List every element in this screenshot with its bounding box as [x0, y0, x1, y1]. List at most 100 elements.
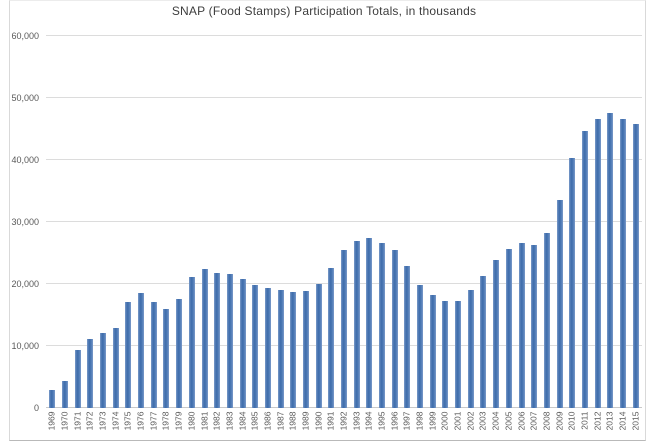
x-tick-label-1974: 1974 [110, 411, 121, 431]
x-tick-label-2001: 2001 [452, 411, 463, 431]
x-tick-label-2011: 2011 [579, 411, 590, 430]
gridline-60000 [46, 35, 642, 36]
x-tick-label-2006: 2006 [516, 411, 527, 431]
bar-1991 [328, 267, 335, 408]
x-tick-label-2010: 2010 [566, 411, 577, 431]
gridline-40000 [46, 159, 642, 160]
y-tick-label-30000: 30,000 [11, 217, 39, 227]
bar-1989 [302, 291, 309, 408]
bar-1973 [100, 332, 107, 408]
bar-1998 [417, 285, 424, 408]
chart-title: SNAP (Food Stamps) Participation Totals,… [171, 4, 477, 18]
bar-1996 [391, 249, 398, 408]
y-tick-label-0: 0 [33, 403, 39, 413]
bar-2011 [581, 130, 588, 408]
x-tick-label-2004: 2004 [490, 411, 501, 431]
x-tick-label-1990: 1990 [313, 411, 324, 431]
gridline-50000 [46, 97, 642, 98]
bar-1990 [315, 283, 322, 408]
bar-1969 [49, 390, 56, 408]
bar-1994 [366, 237, 373, 408]
bar-1986 [264, 287, 271, 408]
bar-2015 [632, 124, 639, 408]
bar-1982 [214, 273, 221, 408]
bar-2013 [607, 112, 614, 408]
bar-1995 [379, 242, 386, 408]
bar-2005 [505, 249, 512, 408]
bar-1975 [125, 302, 132, 408]
bar-1987 [277, 289, 284, 408]
plot-area [46, 35, 642, 408]
x-tick-label-1980: 1980 [186, 411, 197, 431]
bar-2010 [569, 158, 576, 408]
x-tick-label-1995: 1995 [376, 411, 387, 431]
x-tick-label-2015: 2015 [630, 411, 641, 431]
bar-1983 [226, 273, 233, 408]
x-tick-label-1972: 1972 [84, 411, 95, 431]
y-tick-label-40000: 40,000 [11, 155, 39, 165]
x-tick-label-1984: 1984 [237, 411, 248, 431]
x-tick-label-2013: 2013 [604, 411, 615, 431]
x-tick-label-1978: 1978 [160, 411, 171, 431]
bar-1999 [429, 295, 436, 408]
x-tick-label-1992: 1992 [338, 411, 349, 431]
bar-2000 [442, 301, 449, 408]
y-tick-label-20000: 20,000 [11, 279, 39, 289]
bar-1977 [150, 302, 157, 408]
x-tick-label-2003: 2003 [477, 411, 488, 431]
x-tick-label-1971: 1971 [72, 411, 83, 431]
x-tick-label-2005: 2005 [503, 411, 514, 431]
bar-2002 [467, 289, 474, 408]
x-tick-label-1985: 1985 [249, 411, 260, 431]
x-tick-label-1998: 1998 [414, 411, 425, 431]
x-tick-label-1993: 1993 [351, 411, 362, 431]
x-tick-label-1977: 1977 [148, 411, 159, 431]
bar-1972 [87, 339, 94, 408]
bar-2004 [493, 260, 500, 408]
x-tick-label-1999: 1999 [427, 411, 438, 431]
x-tick-label-2007: 2007 [528, 411, 539, 431]
x-tick-label-1997: 1997 [401, 411, 412, 431]
bar-1992 [341, 250, 347, 408]
bar-1980 [188, 277, 195, 408]
bar-2001 [455, 300, 462, 408]
bar-1974 [112, 328, 119, 408]
bar-1970 [62, 381, 69, 408]
bar-2008 [543, 233, 550, 408]
bar-2003 [480, 276, 487, 408]
x-tick-label-1975: 1975 [122, 411, 133, 431]
x-tick-label-1981: 1981 [199, 411, 209, 431]
x-tick-label-1983: 1983 [224, 411, 235, 431]
x-tick-label-2002: 2002 [465, 411, 476, 431]
x-tick-label-2012: 2012 [592, 411, 603, 431]
y-tick-label-10000: 10,000 [11, 341, 39, 351]
x-tick-label-1979: 1979 [173, 411, 184, 431]
bar-1988 [290, 292, 297, 408]
x-tick-label-1988: 1988 [287, 411, 298, 431]
x-tick-label-2000: 2000 [439, 411, 450, 431]
x-tick-label-1976: 1976 [135, 411, 146, 431]
bar-1979 [176, 298, 183, 408]
gridline-30000 [46, 221, 642, 222]
x-tick-label-1986: 1986 [262, 411, 273, 431]
bar-1985 [252, 284, 259, 408]
bar-2007 [531, 244, 538, 408]
x-tick-label-1994: 1994 [363, 411, 374, 431]
y-tick-label-50000: 50,000 [11, 93, 39, 103]
bar-1971 [74, 349, 81, 408]
x-tick-label-1969: 1969 [46, 411, 57, 431]
x-tick-label-1982: 1982 [211, 411, 222, 431]
x-tick-label-1973: 1973 [97, 411, 108, 431]
bar-1978 [163, 308, 170, 408]
x-tick-label-2009: 2009 [554, 411, 565, 431]
x-tick-label-1991: 1991 [325, 411, 336, 431]
bar-1976 [138, 293, 145, 408]
bar-1997 [404, 266, 411, 408]
x-tick-label-1970: 1970 [59, 411, 70, 431]
x-tick-label-1987: 1987 [275, 411, 286, 431]
bar-1981 [201, 268, 208, 408]
y-tick-label-60000: 60,000 [11, 31, 39, 41]
bar-2009 [556, 200, 563, 408]
bar-1993 [353, 240, 360, 408]
x-tick-label-1996: 1996 [389, 411, 400, 431]
